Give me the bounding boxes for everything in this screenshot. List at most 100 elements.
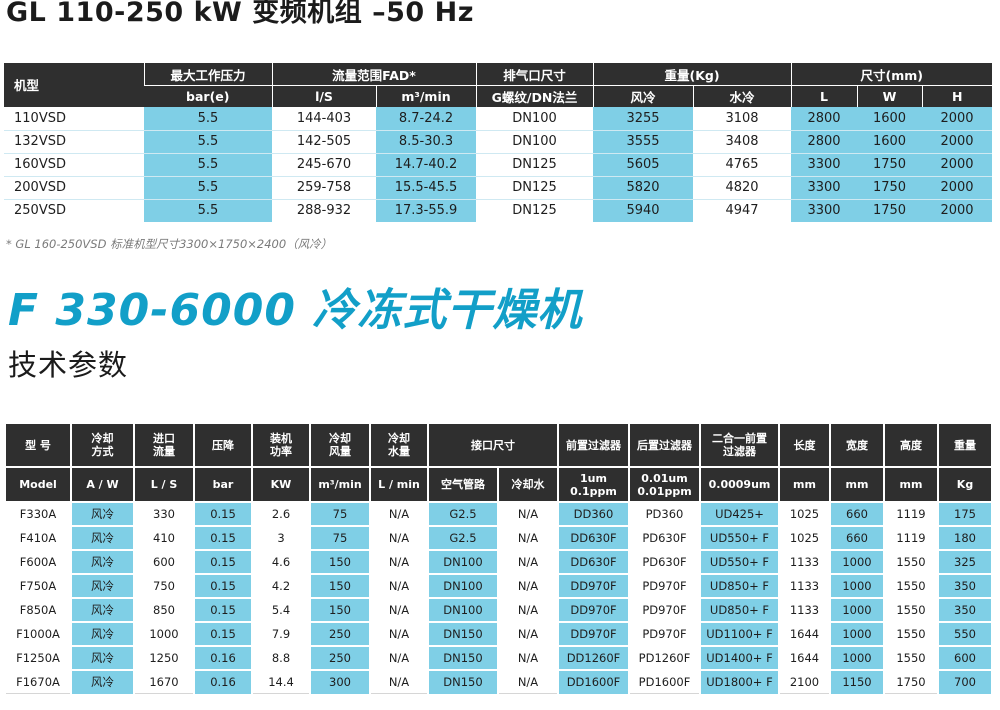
table-cell: N/A bbox=[497, 645, 558, 671]
col-cooling-air: 冷却风量 bbox=[309, 424, 370, 468]
table-cell: 0.15 bbox=[193, 501, 252, 526]
table-cell: 2000 bbox=[922, 199, 993, 222]
table-cell: F330A bbox=[6, 501, 71, 527]
table-cell: 330 bbox=[133, 501, 194, 527]
table-cell: 1150 bbox=[829, 669, 884, 694]
table-cell: 0.15 bbox=[193, 597, 252, 622]
table-row: 250VSD 5.5 288-932 17.3-55.9 DN125 5940 4947 33… bbox=[4, 199, 993, 222]
table-cell: 3300 bbox=[791, 153, 858, 177]
table-cell: 4765 bbox=[693, 153, 792, 177]
table-cell: 4820 bbox=[693, 176, 792, 200]
table-cell: DN150 bbox=[427, 669, 498, 694]
table-cell: DD970F bbox=[557, 621, 629, 646]
col-unit-thread: G螺纹/DN法兰 bbox=[475, 85, 594, 107]
table-cell: 1550 bbox=[883, 573, 938, 599]
table-cell: 259-758 bbox=[272, 176, 376, 200]
table-cell: 风冷 bbox=[70, 501, 134, 526]
table-cell: 150 bbox=[309, 549, 370, 574]
table-cell: UD850+ F bbox=[699, 573, 779, 598]
table-cell: 1025 bbox=[778, 501, 830, 527]
table-cell: 1750 bbox=[857, 176, 923, 200]
table-cell: 288-932 bbox=[296, 203, 352, 218]
col-unit-kw: KW bbox=[251, 467, 310, 502]
table-cell: 风冷 bbox=[70, 669, 134, 694]
table-cell: 1550 bbox=[883, 621, 938, 647]
col-width: W bbox=[856, 85, 923, 107]
col-outlet-size: 排气口尺寸 bbox=[475, 63, 594, 86]
table-cell: N/A bbox=[497, 669, 558, 694]
table-cell: 14.4 bbox=[251, 669, 310, 694]
table-row: 200VSD 5.5 259-758 15.5-45.5 DN125 5820 4820 33… bbox=[4, 176, 993, 200]
table-cell: F750A bbox=[6, 573, 71, 599]
table-cell: 245-670 bbox=[272, 153, 376, 177]
col-water-cooled: 水冷 bbox=[692, 85, 792, 107]
table-cell: 1000 bbox=[133, 621, 194, 647]
table-cell: 750 bbox=[133, 573, 194, 599]
table-cell: N/A bbox=[369, 573, 428, 599]
col-connection-size: 接口尺寸 bbox=[427, 424, 558, 468]
table-cell: 2800 bbox=[791, 107, 858, 131]
table-cell: 75 bbox=[309, 501, 370, 526]
table-cell: N/A bbox=[497, 573, 558, 599]
table-cell: DN125 bbox=[476, 153, 594, 177]
table-cell: 160VSD bbox=[4, 153, 144, 177]
table-cell: 1133 bbox=[778, 597, 830, 623]
col-unit-aw: A / W bbox=[70, 467, 134, 502]
col-unit-m3min: m³/min bbox=[309, 467, 370, 502]
table-cell: N/A bbox=[369, 549, 428, 575]
table-cell: 3408 bbox=[693, 130, 792, 154]
table-cell: 200VSD bbox=[4, 176, 144, 200]
table-cell: N/A bbox=[369, 525, 428, 551]
table-cell: DN100 bbox=[427, 573, 498, 598]
table-cell: 风冷 bbox=[70, 549, 134, 574]
table-cell: F1000A bbox=[6, 621, 71, 647]
table-cell: 1600 bbox=[857, 130, 923, 154]
col-length: L bbox=[790, 85, 858, 107]
table-cell: 2000 bbox=[922, 107, 993, 131]
table-cell: DN100 bbox=[427, 549, 498, 574]
table-cell: UD425+ bbox=[699, 501, 779, 526]
table-cell: 1119 bbox=[883, 501, 938, 527]
table-cell: 1644 bbox=[778, 645, 830, 671]
table-cell: DN100 bbox=[427, 597, 498, 622]
col-combo-filter-spec: 0.0009um bbox=[699, 467, 779, 502]
table-cell: UD850+ F bbox=[699, 597, 779, 622]
table-cell: 700 bbox=[937, 669, 991, 694]
col-model: 机型 bbox=[4, 63, 144, 108]
table-cell: DN150 bbox=[427, 621, 498, 646]
table-cell: 3 bbox=[251, 525, 310, 551]
col-unit-mm-length: mm bbox=[778, 467, 830, 502]
col-weight-cn: 重量 bbox=[937, 424, 991, 468]
table-cell: DN125 bbox=[476, 176, 594, 200]
col-combo-filter: 二合一前置过滤器 bbox=[699, 424, 779, 468]
table-cell: DD630F bbox=[557, 525, 629, 550]
table-cell: 600 bbox=[133, 549, 194, 575]
table-cell: G2.5 bbox=[427, 501, 498, 526]
table-cell: 1600 bbox=[857, 107, 923, 131]
tech-params-heading: 技术参数 bbox=[8, 348, 129, 382]
table-row: F850A 风冷 850 0.15 5.4 150 N/A DN100 N/A DD970F PD9… bbox=[6, 597, 991, 623]
table-cell: 250 bbox=[309, 645, 370, 670]
table-cell: 144-403 bbox=[272, 107, 376, 131]
table-cell: 风冷 bbox=[70, 621, 134, 646]
footnote: * GL 160-250VSD 标准机型尺寸3300×1750×2400（风冷） bbox=[6, 237, 333, 251]
gl-vsd-spec-table: 机型 最大工作压力 流量范围FAD* 排气口尺寸 重量(Kg) 尺寸(mm) b… bbox=[4, 63, 993, 222]
table-cell: 8.7-24.2 bbox=[376, 107, 477, 131]
table-cell: DD970F bbox=[557, 597, 629, 622]
table-cell: 0.15 bbox=[193, 525, 252, 550]
page-top-title: GL 110-250 kW 变频机组 –50 Hz bbox=[6, 0, 474, 28]
col-cooling-type: 冷却方式 bbox=[70, 424, 134, 468]
table-cell: 142-505 bbox=[272, 130, 376, 154]
table-cell: 1133 bbox=[778, 573, 830, 599]
table-cell: N/A bbox=[497, 597, 558, 623]
table-cell: 5.5 bbox=[144, 176, 272, 200]
table-cell: PD630F bbox=[628, 549, 700, 575]
table-cell: 5.5 bbox=[144, 107, 272, 131]
table-cell: 0.16 bbox=[193, 669, 252, 694]
table-cell: 175 bbox=[937, 501, 991, 526]
table-row: 110VSD 5.5 144-403 8.7-24.2 DN100 3255 3108 280… bbox=[4, 107, 993, 131]
col-max-pressure: 最大工作压力 bbox=[143, 63, 272, 86]
table-cell: 0.16 bbox=[193, 645, 252, 670]
table-cell: 2800 bbox=[791, 130, 858, 154]
col-installed-power: 装机功率 bbox=[251, 424, 310, 468]
